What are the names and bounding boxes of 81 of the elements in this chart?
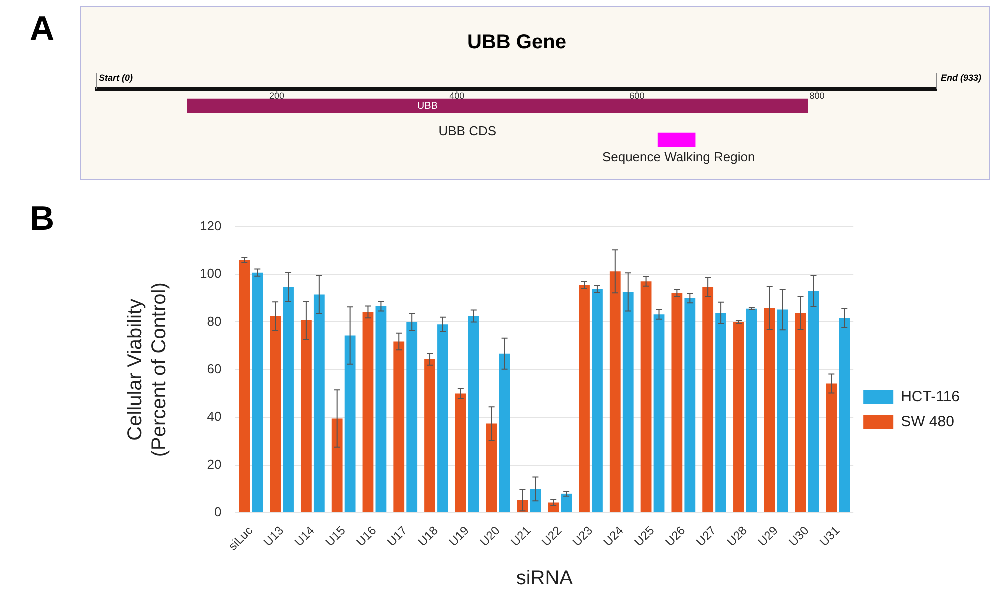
x-tick-label: U19 <box>446 523 472 550</box>
bar <box>777 310 788 513</box>
y-tick-label: 20 <box>207 456 222 472</box>
x-tick-label: U13 <box>261 523 287 550</box>
y-tick-label: 0 <box>214 504 222 520</box>
bar <box>839 318 850 513</box>
x-axis-title: siRNA <box>516 568 574 590</box>
x-tick-label: U16 <box>354 523 380 550</box>
x-tick-label: 600 <box>630 90 645 101</box>
bar <box>622 292 634 513</box>
bar <box>579 285 590 513</box>
x-tick-label: U25 <box>632 523 658 550</box>
bar <box>344 336 356 513</box>
bar <box>654 314 665 513</box>
bar <box>684 298 696 513</box>
bar <box>300 320 312 513</box>
bar <box>424 359 436 513</box>
bar <box>270 316 281 513</box>
x-tick-label: U20 <box>477 523 503 550</box>
bar <box>702 287 714 513</box>
annotation: UBB CDS <box>438 124 497 139</box>
x-tick-label: U22 <box>539 523 565 550</box>
x-tick-label: U28 <box>724 523 750 550</box>
bar <box>672 293 683 513</box>
bar <box>314 294 325 513</box>
x-tick-label: U17 <box>384 523 410 550</box>
bar <box>394 342 405 513</box>
x-tick-label: U26 <box>662 523 688 550</box>
bar <box>252 272 264 513</box>
x-tick-label: 200 <box>270 90 285 101</box>
bar <box>561 494 572 513</box>
x-tick-label: U14 <box>292 523 318 550</box>
bar <box>283 287 294 513</box>
bar <box>610 272 621 513</box>
x-tick-label: U18 <box>416 523 442 550</box>
y-tick-label: 120 <box>200 218 222 234</box>
chart-title: UBB Gene <box>468 32 566 54</box>
bar <box>826 384 838 513</box>
bar <box>332 418 343 513</box>
text: Start (0) <box>99 72 134 83</box>
x-tick-label: U24 <box>600 523 627 550</box>
bar <box>455 394 466 513</box>
x-tick-label: 400 <box>450 90 465 101</box>
x-tick-label: U27 <box>694 523 720 550</box>
bar <box>406 322 418 513</box>
x-tick-label: U31 <box>817 523 843 550</box>
bar <box>376 306 387 513</box>
bar <box>795 313 806 513</box>
bar <box>746 308 758 513</box>
x-tick-label: U29 <box>755 523 782 550</box>
bar <box>592 289 603 513</box>
text: End (933) <box>941 72 982 83</box>
bar <box>734 322 744 513</box>
annotation: UBB <box>417 100 438 112</box>
bar <box>716 313 726 513</box>
x-tick-label: U15 <box>322 523 349 550</box>
bar <box>640 282 652 513</box>
y-tick-label: 40 <box>207 409 222 424</box>
bar <box>499 354 510 513</box>
bar <box>468 316 480 513</box>
y-axis-title: Cellular Viability (Percent of Control) <box>124 282 171 458</box>
x-tick-label: U30 <box>786 523 812 550</box>
legend-label: SW 480 <box>901 414 954 431</box>
legend-label: HCT-116 <box>901 388 960 406</box>
annotation: Sequence Walking Region <box>602 150 756 165</box>
bar <box>239 260 250 513</box>
y-tick-label: 80 <box>207 314 222 329</box>
x-tick-label: 800 <box>810 90 825 101</box>
x-tick-label: U21 <box>508 523 534 550</box>
bar <box>530 489 542 513</box>
bar <box>486 424 498 513</box>
bar <box>548 502 560 513</box>
x-tick-label: U23 <box>570 523 596 550</box>
bar <box>362 312 374 513</box>
text: B <box>30 200 55 239</box>
bar <box>808 291 820 513</box>
y-tick-label: 100 <box>200 266 222 282</box>
bar <box>764 308 776 513</box>
bar <box>438 324 448 513</box>
text: A <box>30 10 55 49</box>
y-tick-label: 60 <box>207 361 222 376</box>
